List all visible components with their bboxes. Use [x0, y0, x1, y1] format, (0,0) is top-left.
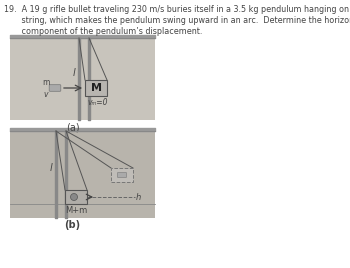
FancyBboxPatch shape	[118, 173, 126, 177]
Bar	[85, 80, 107, 96]
Text: m: m	[42, 78, 50, 87]
Circle shape	[70, 193, 77, 200]
Text: (b): (b)	[64, 220, 81, 230]
Text: 19.  A 19 g rifle bullet traveling 230 m/s buries itself in a 3.5 kg pendulum ha: 19. A 19 g rifle bullet traveling 230 m/…	[4, 5, 350, 14]
Bar	[10, 128, 155, 218]
Text: l: l	[49, 163, 52, 173]
Text: v: v	[44, 90, 48, 99]
Text: h: h	[136, 192, 141, 202]
Text: string, which makes the pendulum swing upward in an arc.  Determine the horizont: string, which makes the pendulum swing u…	[4, 16, 350, 25]
Text: (a): (a)	[66, 122, 79, 132]
Text: l: l	[72, 68, 75, 77]
Bar	[10, 35, 155, 120]
Text: vₘ=0: vₘ=0	[88, 98, 108, 107]
Text: component of the pendulum’s displacement.: component of the pendulum’s displacement…	[4, 27, 202, 36]
FancyBboxPatch shape	[49, 85, 61, 91]
Bar	[111, 168, 133, 182]
Text: M: M	[91, 83, 102, 93]
Text: M+m: M+m	[65, 206, 87, 215]
Bar	[65, 190, 87, 204]
